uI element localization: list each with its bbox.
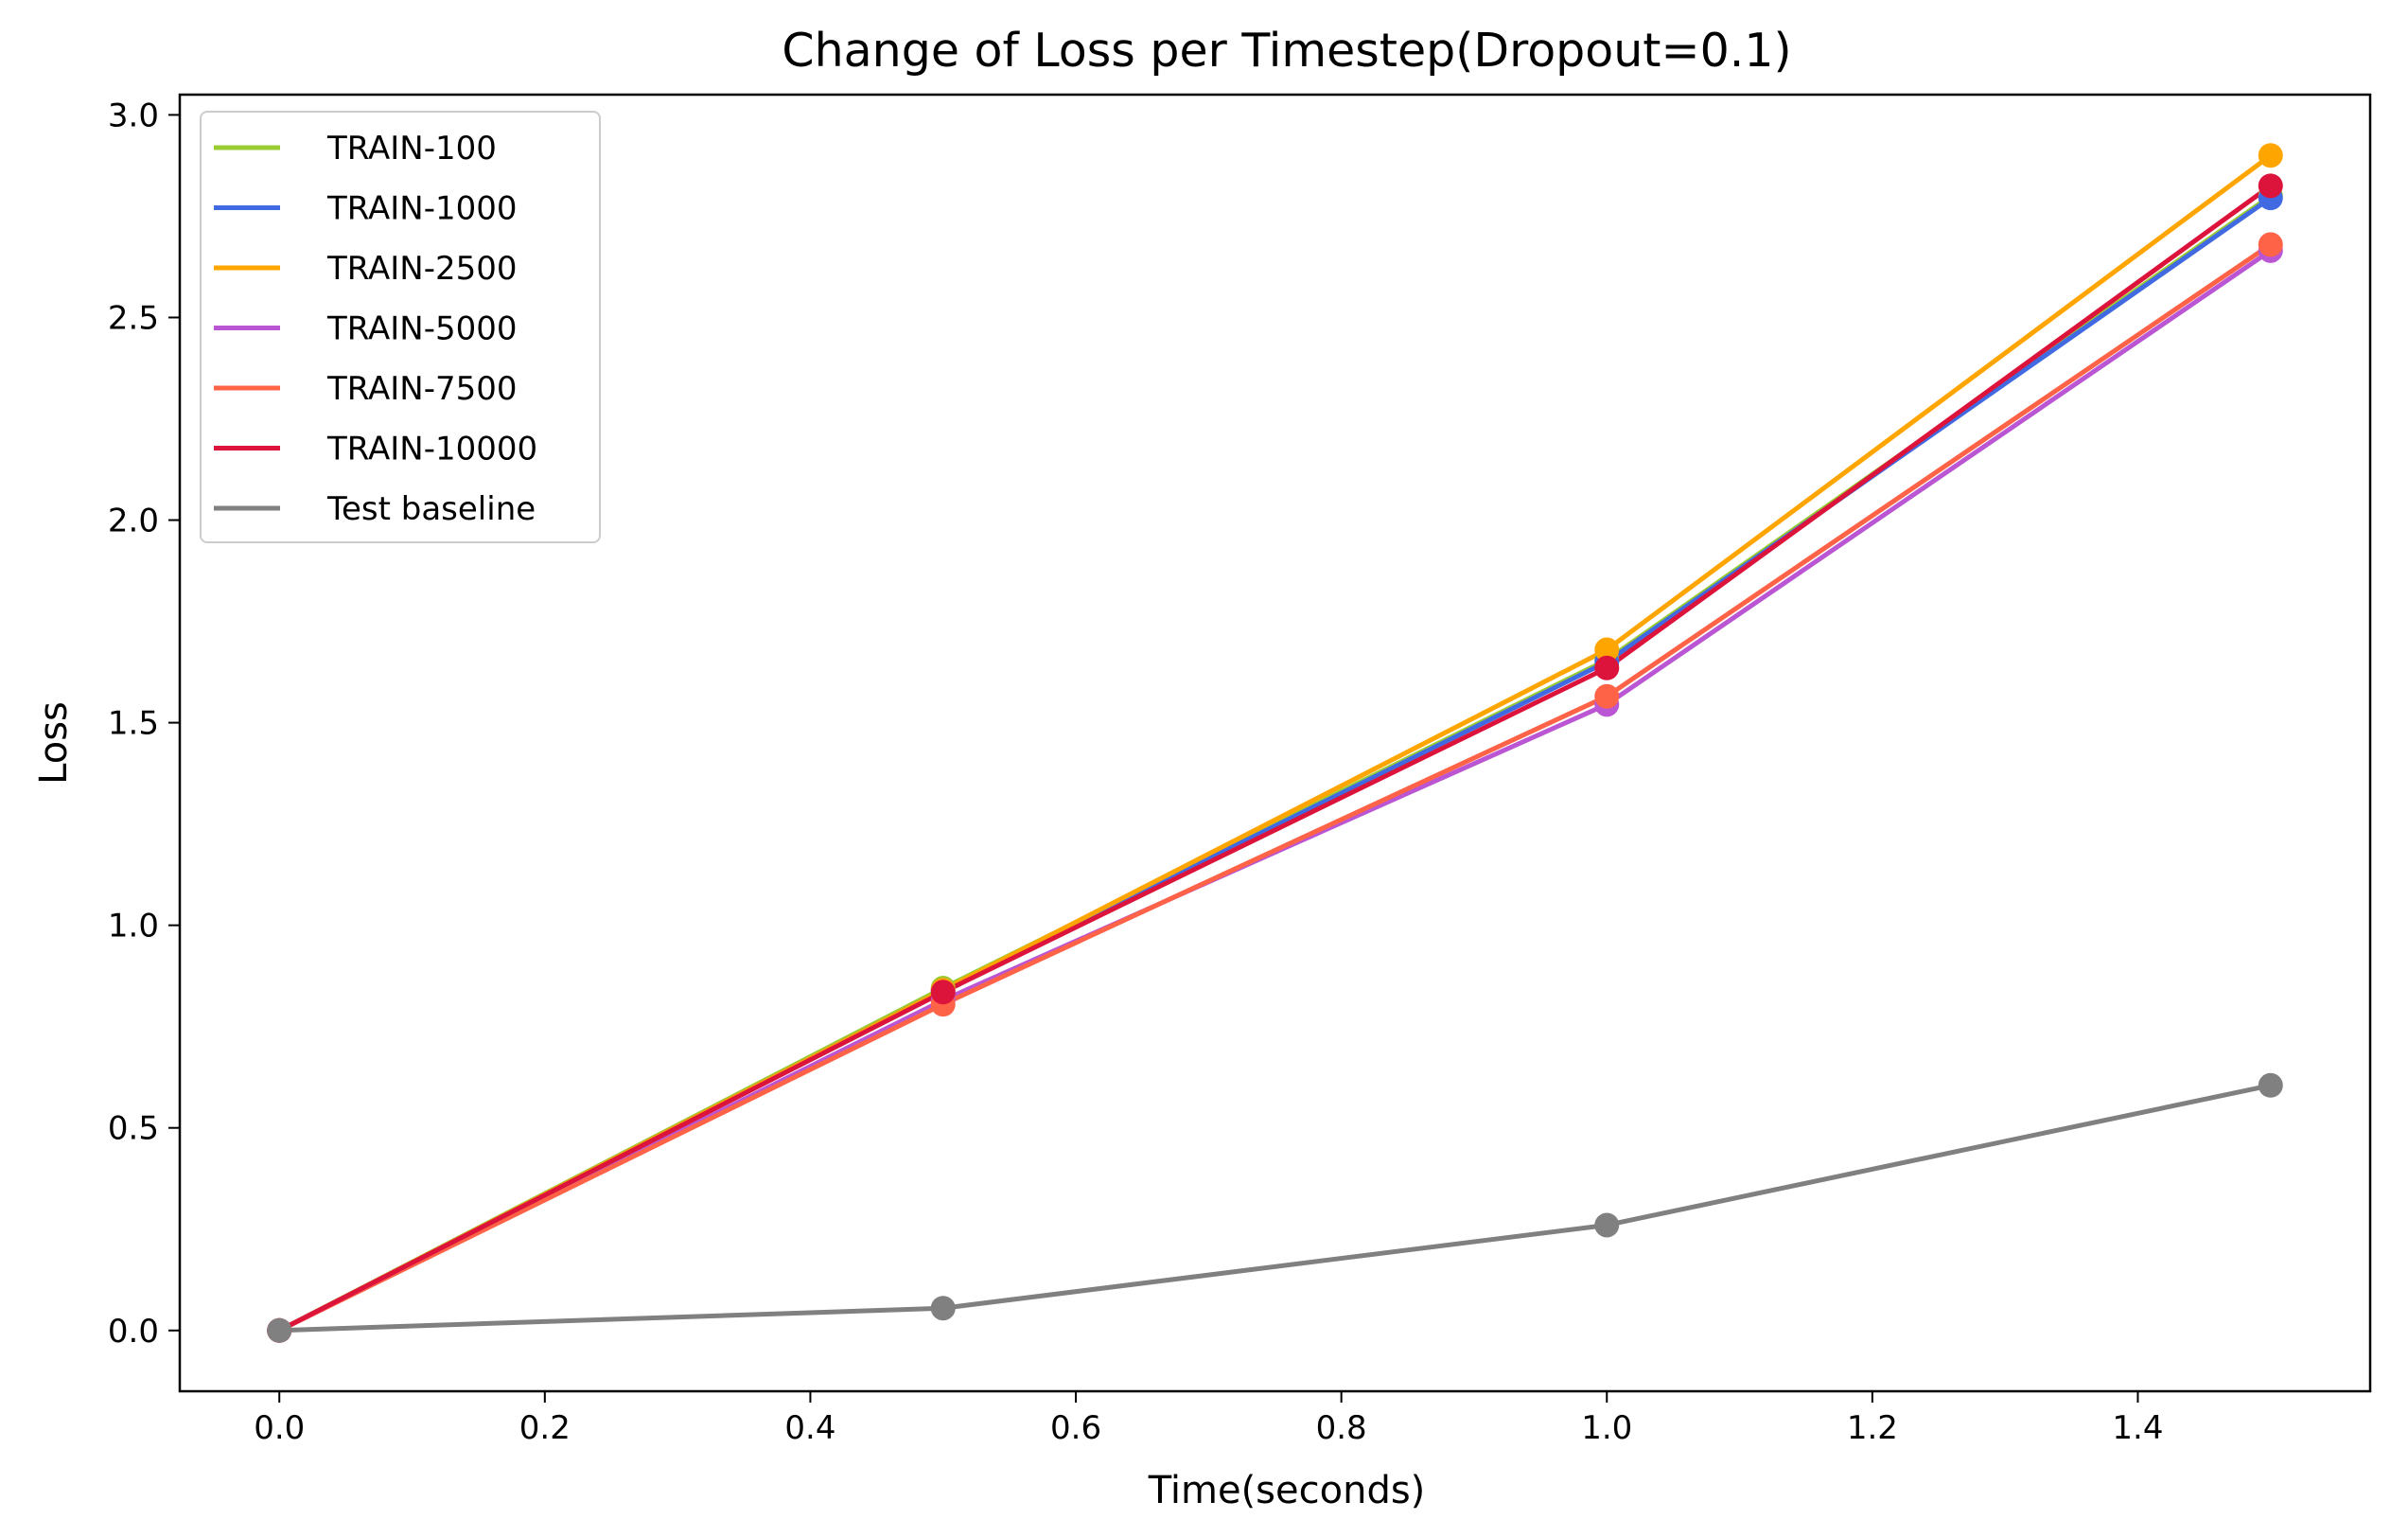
y-tick-label: 0.0: [108, 1313, 159, 1351]
data-point: [930, 980, 956, 1005]
data-point: [930, 1296, 956, 1321]
legend-label: TRAIN-7500: [326, 370, 518, 408]
legend-box: [200, 111, 601, 543]
series-line-4: [276, 241, 2274, 1334]
x-tick-label: 0.0: [254, 1409, 305, 1447]
legend-label: TRAIN-10000: [326, 431, 537, 468]
x-tick-label: 0.4: [784, 1409, 835, 1447]
legend-label: TRAIN-2500: [326, 250, 518, 288]
data-point: [1594, 1212, 1620, 1238]
x-tick-label: 0.2: [519, 1409, 571, 1447]
series-line-6: [276, 1083, 2274, 1334]
data-point: [2258, 232, 2283, 257]
series-line-5: [276, 183, 2274, 1334]
legend-label: TRAIN-5000: [326, 310, 518, 348]
x-tick-label: 0.6: [1050, 1409, 1101, 1447]
y-tick-label: 1.5: [108, 705, 159, 743]
x-axis-label: Time(seconds): [1148, 1469, 1426, 1512]
y-tick-label: 2.0: [108, 503, 159, 540]
plot-frame: [178, 93, 2372, 1393]
data-point: [1594, 637, 1620, 662]
y-tick-label: 1.0: [108, 908, 159, 945]
legend: TRAIN-100 TRAIN-1000 TRAIN-2500 TRAIN-5000 T…: [200, 111, 601, 543]
y-tick-label: 2.5: [108, 299, 159, 337]
y-tick-label: 0.5: [108, 1110, 159, 1148]
x-tick-label: 1.0: [1581, 1409, 1632, 1447]
legend-label: TRAIN-100: [326, 130, 497, 168]
x-tick-label: 0.8: [1316, 1409, 1367, 1447]
chart-title: Change of Loss per Timestep(Dropout=0.1): [782, 24, 1791, 78]
x-tick-label: 1.2: [1847, 1409, 1898, 1447]
data-point: [2258, 173, 2283, 199]
data-point: [267, 1317, 292, 1343]
plot-area: 0.0 0.2 0.4 0.6 0.8 1.0 1.2 1.4 0.0 0.5 1.0 1.5 2.0 2…: [108, 93, 2372, 1447]
legend-label: TRAIN-1000: [326, 190, 518, 228]
data-point: [2258, 1072, 2283, 1098]
x-tick-label: 1.4: [2112, 1409, 2163, 1447]
data-point: [1594, 655, 1620, 680]
y-axis-label: Loss: [32, 701, 76, 785]
y-tick-label: 3.0: [108, 97, 159, 134]
legend-label: Test baseline: [326, 490, 536, 528]
data-point: [2258, 143, 2283, 168]
data-point: [1594, 683, 1620, 709]
